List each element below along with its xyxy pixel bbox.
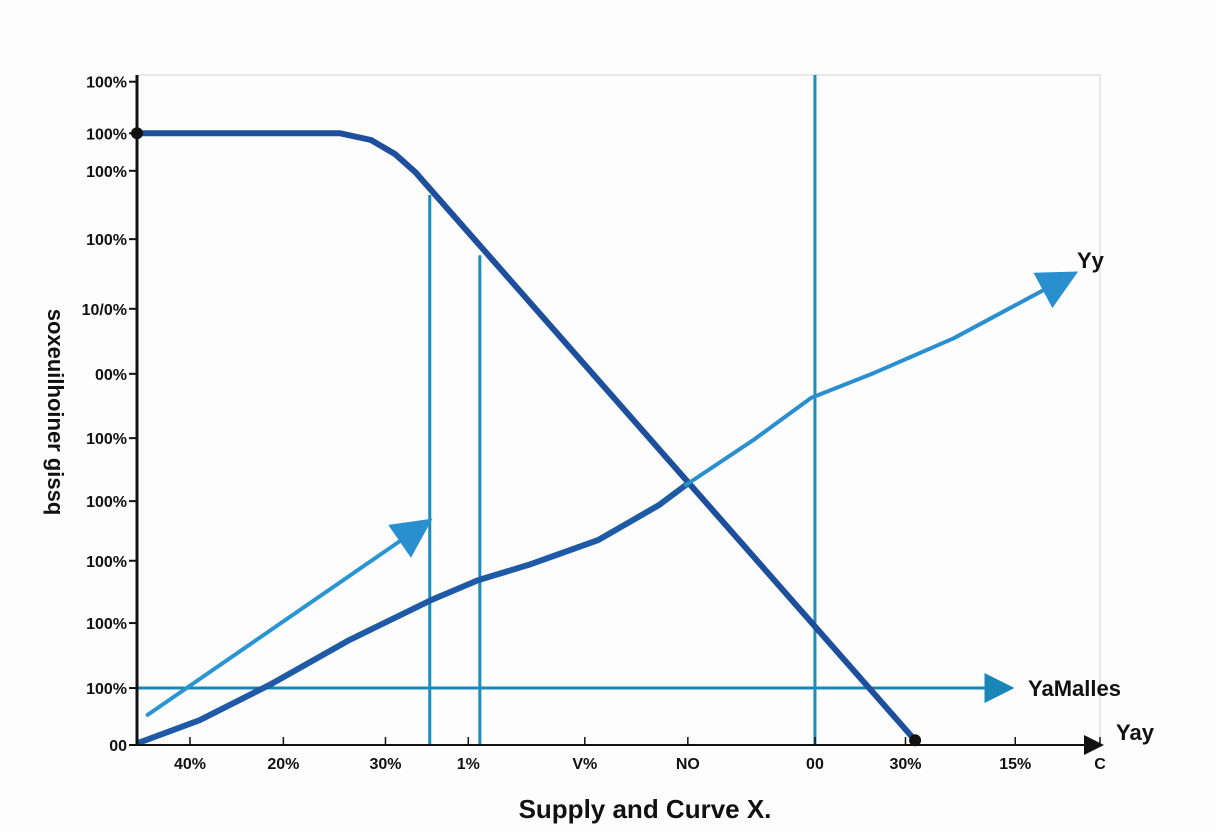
y-tick-label: 100%	[86, 75, 127, 92]
x-tick-label: V%	[572, 756, 597, 773]
series-line-3	[683, 271, 1079, 487]
series-line-4	[145, 518, 433, 717]
annotation-upper-right: Yy	[1077, 248, 1105, 273]
y-tick-label: 100%	[86, 494, 127, 511]
y-tick-label: 100%	[86, 126, 127, 143]
y-tick-label: 100%	[86, 554, 127, 571]
x-tick-label: 30%	[889, 756, 921, 773]
y-tick-label: 00%	[95, 367, 127, 384]
series-line-2	[136, 482, 689, 746]
data-point-marker	[909, 734, 922, 747]
x-tick-label: 40%	[174, 756, 206, 773]
y-tick-label: 100%	[86, 616, 127, 633]
y-tick-label: 100%	[86, 164, 127, 181]
x-axis-title: Supply and Curve X.	[519, 794, 772, 824]
y-tick-label: 100%	[86, 232, 127, 249]
y-tick-label: 100%	[86, 431, 127, 448]
x-tick-label: 1%	[457, 756, 480, 773]
y-tick-label: 10/0%	[82, 302, 127, 319]
x-tick-label: 30%	[369, 756, 401, 773]
series-line-1	[134, 130, 919, 744]
y-axis-title: soxeuilhoiner gissq	[43, 309, 68, 516]
annotation-axis-end: Yay	[1116, 720, 1155, 745]
x-tick-label: NO	[676, 756, 700, 773]
data-point-marker	[131, 127, 143, 140]
plot-frame	[136, 74, 1101, 746]
x-tick-label: C	[1094, 756, 1106, 773]
y-tick-label: 00	[109, 738, 127, 755]
x-tick-label: 00	[806, 756, 824, 773]
x-tick-label: 20%	[267, 756, 299, 773]
x-tick-label: 15%	[999, 756, 1031, 773]
horizontal-line-label: YaMalles	[1028, 676, 1121, 701]
y-tick-label: 100%	[86, 681, 127, 698]
